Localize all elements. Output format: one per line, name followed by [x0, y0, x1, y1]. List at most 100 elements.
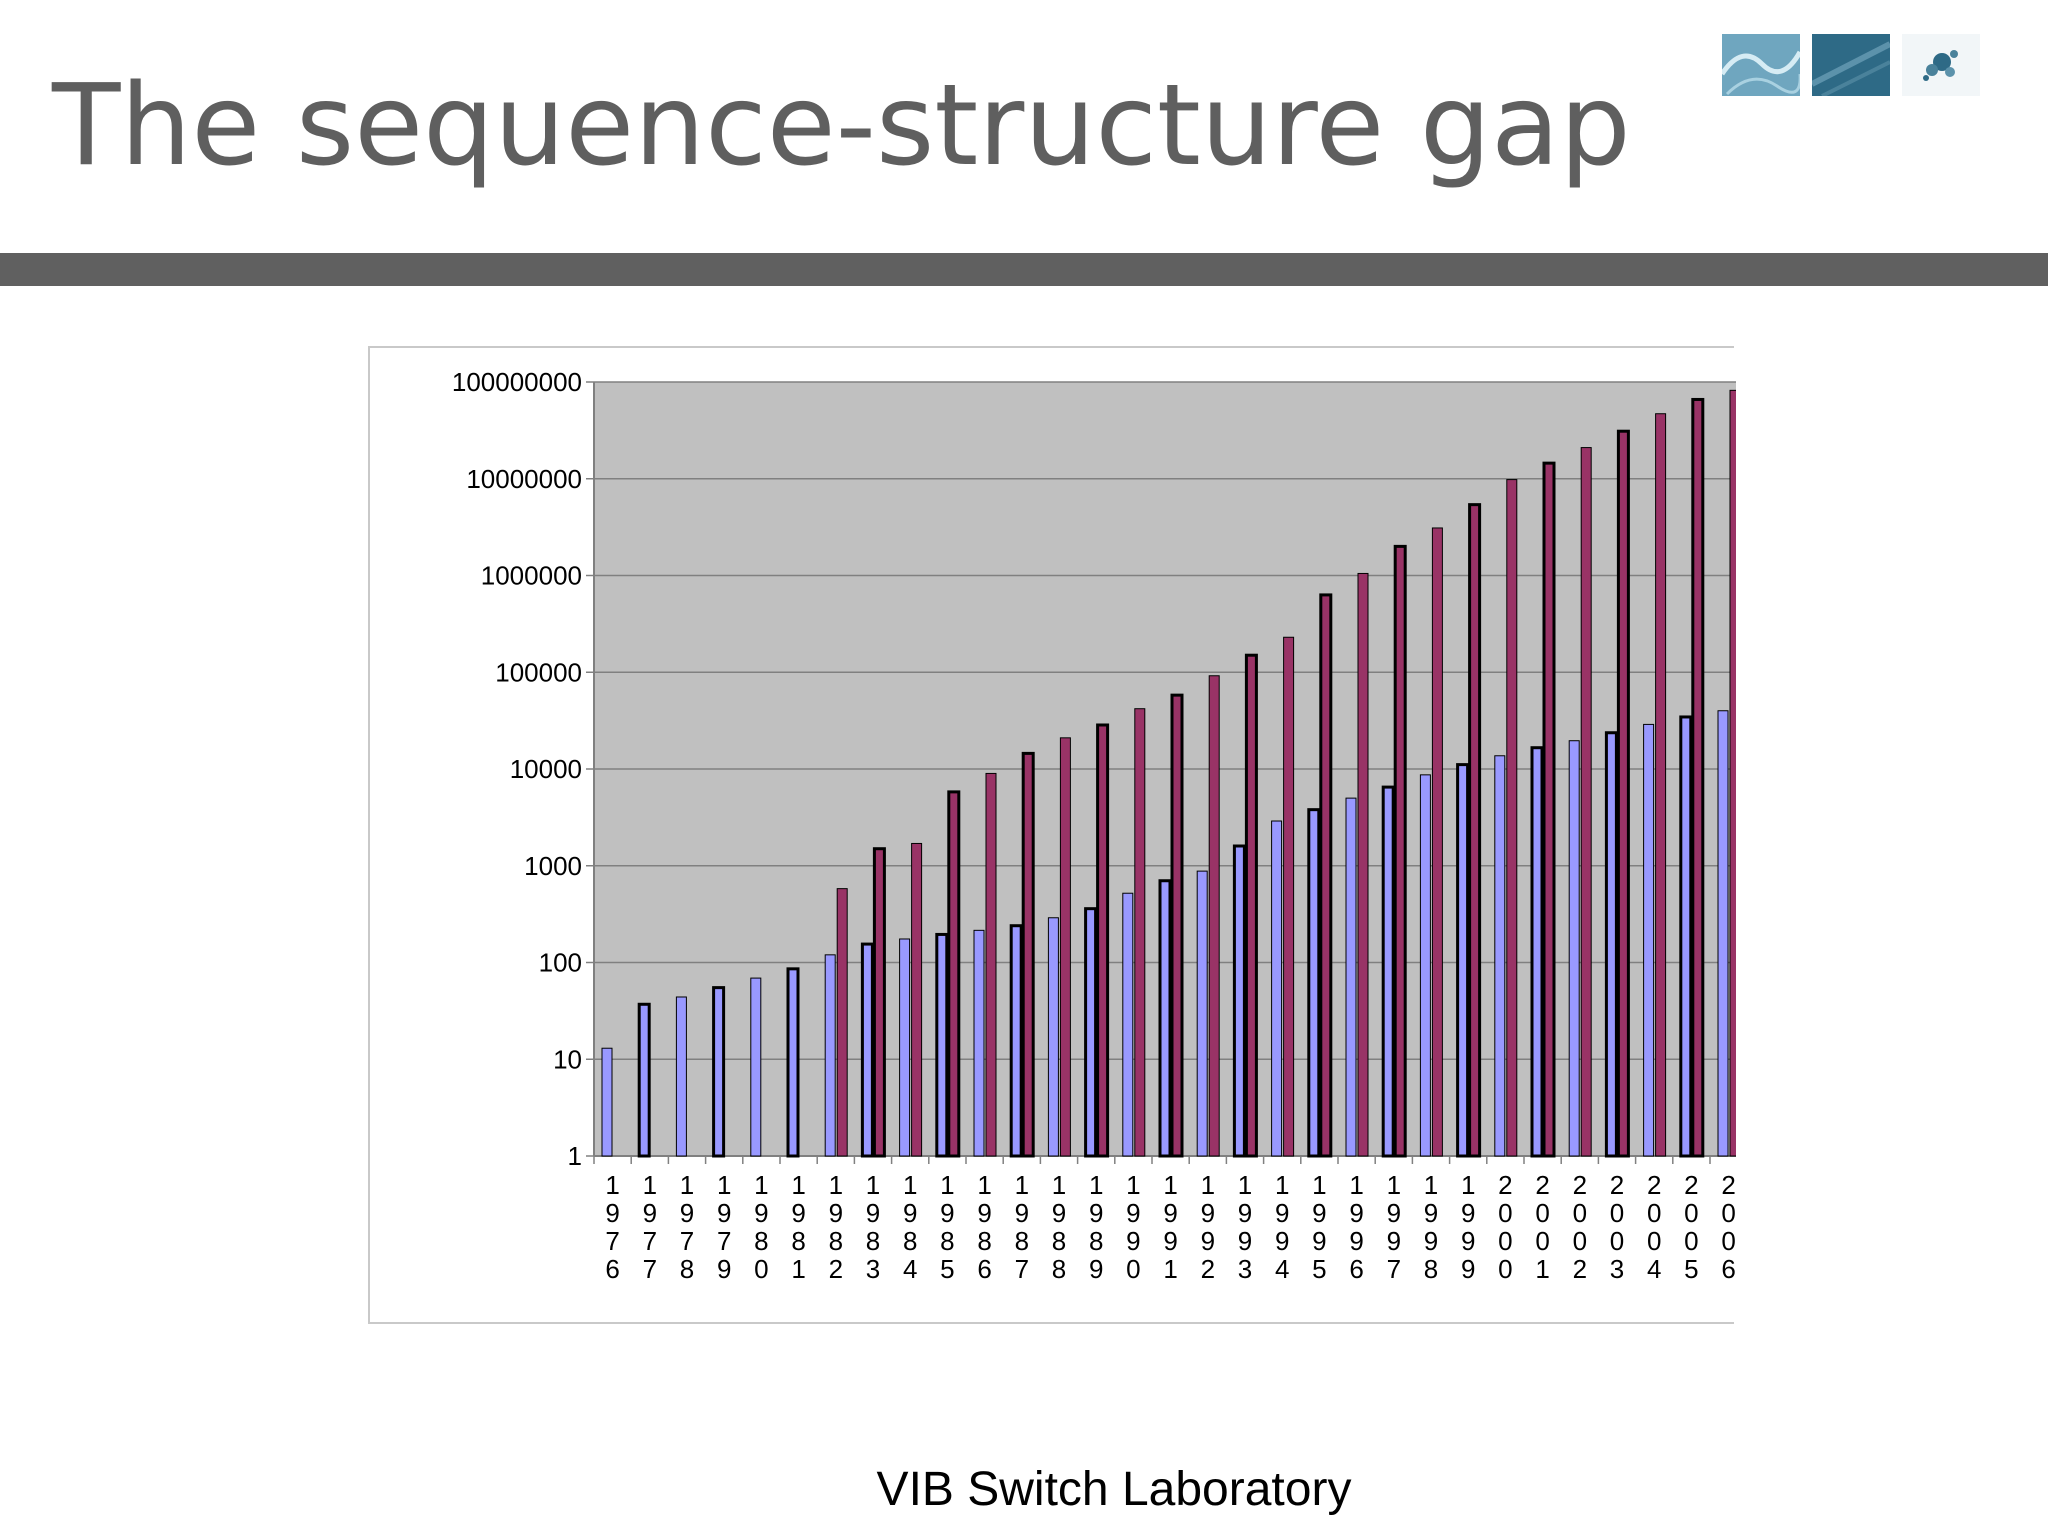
x-tick-label: 6 — [1721, 1254, 1735, 1284]
x-tick-label: 9 — [1275, 1198, 1289, 1228]
y-tick-label: 10000 — [510, 754, 582, 784]
x-tick-label: 9 — [1387, 1226, 1401, 1256]
bar-series-1 — [1717, 710, 1729, 1157]
x-tick-label: 2 — [1498, 1170, 1512, 1200]
x-tick-label: 3 — [866, 1254, 880, 1284]
x-tick-label: 1 — [1163, 1254, 1177, 1284]
x-tick-label: 9 — [717, 1254, 731, 1284]
bar-series-2 — [1542, 461, 1556, 1158]
x-tick-label: 9 — [643, 1198, 657, 1228]
x-tick-label: 1 — [1015, 1170, 1029, 1200]
bar-series-1 — [1196, 870, 1208, 1157]
y-tick-label: 100000 — [495, 657, 582, 687]
slide-footer: VIB Switch Laboratory — [876, 1463, 1352, 1516]
log-bar-chart: 1101001000100001000001000000100000001000… — [452, 367, 1736, 1284]
x-tick-label: 1 — [903, 1170, 917, 1200]
x-tick-label: 9 — [1275, 1226, 1289, 1256]
x-tick-label: 9 — [605, 1198, 619, 1228]
x-tick-label: 0 — [1684, 1226, 1698, 1256]
x-tick-label: 7 — [643, 1254, 657, 1284]
thumbnail-image-1-icon — [1722, 34, 1800, 96]
bar-series-1 — [1494, 755, 1506, 1157]
x-tick-label: 0 — [1610, 1226, 1624, 1256]
y-tick-label: 100000000 — [452, 367, 582, 397]
bar-series-1 — [973, 929, 985, 1157]
bar-series-1 — [1568, 740, 1580, 1157]
x-tick-label: 0 — [1126, 1254, 1140, 1284]
x-tick-label: 9 — [1126, 1226, 1140, 1256]
x-tick-label: 9 — [1163, 1198, 1177, 1228]
x-tick-label: 0 — [1610, 1198, 1624, 1228]
x-tick-label: 9 — [1238, 1198, 1252, 1228]
x-tick-label: 8 — [791, 1226, 805, 1256]
bar-series-1 — [1679, 715, 1693, 1158]
bar-series-2 — [1691, 397, 1705, 1158]
bar-series-2 — [836, 888, 848, 1157]
bar-series-1 — [1307, 808, 1321, 1158]
x-tick-label: 1 — [1201, 1170, 1215, 1200]
bar-series-2 — [1616, 429, 1630, 1158]
x-tick-label: 8 — [903, 1226, 917, 1256]
bar-series-1 — [1345, 797, 1357, 1157]
thumbnail-image-2-icon — [1812, 34, 1890, 96]
x-tick-label: 2 — [1610, 1170, 1624, 1200]
x-tick-label: 9 — [1387, 1198, 1401, 1228]
x-tick-label: 0 — [1498, 1254, 1512, 1284]
x-tick-label: 6 — [977, 1254, 991, 1284]
x-tick-label: 9 — [1238, 1226, 1252, 1256]
x-tick-label: 2 — [1647, 1170, 1661, 1200]
x-tick-label: 0 — [1647, 1198, 1661, 1228]
x-tick-label: 9 — [1201, 1226, 1215, 1256]
x-tick-label: 0 — [1498, 1226, 1512, 1256]
bar-series-1 — [935, 932, 949, 1158]
x-tick-label: 9 — [1201, 1198, 1215, 1228]
x-tick-label: 7 — [643, 1226, 657, 1256]
x-tick-label: 9 — [1424, 1226, 1438, 1256]
x-tick-label: 1 — [791, 1170, 805, 1200]
y-tick-label: 1 — [568, 1141, 582, 1171]
bar-series-2 — [1729, 389, 1736, 1157]
y-tick-label: 100 — [539, 948, 582, 978]
x-tick-label: 8 — [1424, 1254, 1438, 1284]
bar-series-1 — [1456, 763, 1470, 1158]
x-tick-label: 1 — [1163, 1170, 1177, 1200]
x-tick-label: 0 — [1684, 1198, 1698, 1228]
x-tick-label: 9 — [1312, 1198, 1326, 1228]
x-tick-label: 2 — [1535, 1170, 1549, 1200]
x-tick-label: 4 — [1647, 1254, 1661, 1284]
x-tick-label: 9 — [680, 1198, 694, 1228]
x-tick-label: 1 — [977, 1170, 991, 1200]
bar-series-2 — [1431, 527, 1443, 1157]
chart-container: 1 10 100 1000 10000 100000 1000000 10000000 1000… — [368, 346, 1736, 1324]
x-tick-label: 1 — [829, 1170, 843, 1200]
x-tick-label: 1 — [791, 1254, 805, 1284]
y-tick-label: 10000000 — [466, 464, 582, 494]
x-tick-label: 1 — [1089, 1170, 1103, 1200]
x-tick-label: 9 — [1126, 1198, 1140, 1228]
x-tick-label: 0 — [1535, 1198, 1549, 1228]
bar-series-1 — [1604, 731, 1618, 1158]
slide-title: The sequence-structure gap — [52, 61, 1631, 191]
x-tick-label: 4 — [1275, 1254, 1289, 1284]
x-tick-label: 1 — [1424, 1170, 1438, 1200]
x-tick-label: 2 — [1721, 1170, 1735, 1200]
x-tick-label: 1 — [866, 1170, 880, 1200]
x-tick-label: 8 — [829, 1226, 843, 1256]
x-tick-label: 9 — [940, 1198, 954, 1228]
x-tick-label: 1 — [1312, 1170, 1326, 1200]
x-tick-label: 8 — [1089, 1226, 1103, 1256]
x-tick-label: 1 — [717, 1170, 731, 1200]
bar-series-1 — [1009, 924, 1023, 1158]
x-tick-label: 0 — [1573, 1198, 1587, 1228]
x-tick-label: 2 — [1573, 1254, 1587, 1284]
bar-series-2 — [911, 842, 923, 1157]
x-tick-label: 1 — [1052, 1170, 1066, 1200]
x-tick-label: 4 — [903, 1254, 917, 1284]
x-tick-label: 1 — [643, 1170, 657, 1200]
bar-series-1 — [1271, 820, 1283, 1157]
x-tick-label: 0 — [1647, 1226, 1661, 1256]
bar-series-2 — [1468, 503, 1482, 1158]
bar-series-1 — [824, 954, 836, 1157]
x-tick-label: 1 — [605, 1170, 619, 1200]
y-tick-label: 1000 — [524, 851, 582, 881]
